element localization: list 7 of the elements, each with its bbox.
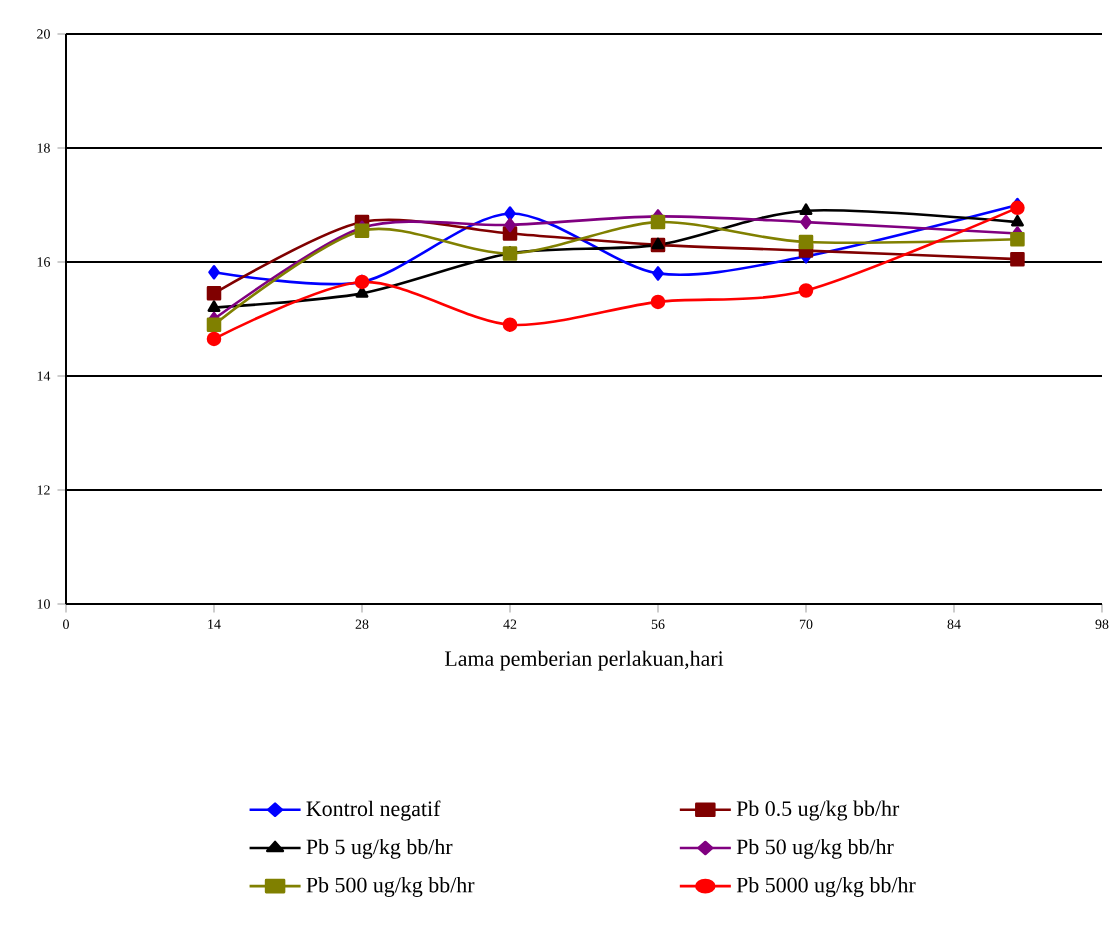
legend-label: Pb 0.5 ug/kg bb/hr — [736, 800, 900, 821]
legend-label: Pb 50 ug/kg bb/hr — [736, 838, 894, 859]
legend-label: Pb 500 ug/kg bb/hr — [306, 877, 475, 897]
legend-label: Pb 5 ug/kg bb/hr — [306, 838, 453, 859]
legend-label: Pb 5000 ug/kg bb/hr — [736, 877, 916, 897]
x-axis-title: Lama pemberian perlakuan,hari — [444, 650, 724, 671]
legend-label: Kontrol negatif — [306, 800, 441, 821]
